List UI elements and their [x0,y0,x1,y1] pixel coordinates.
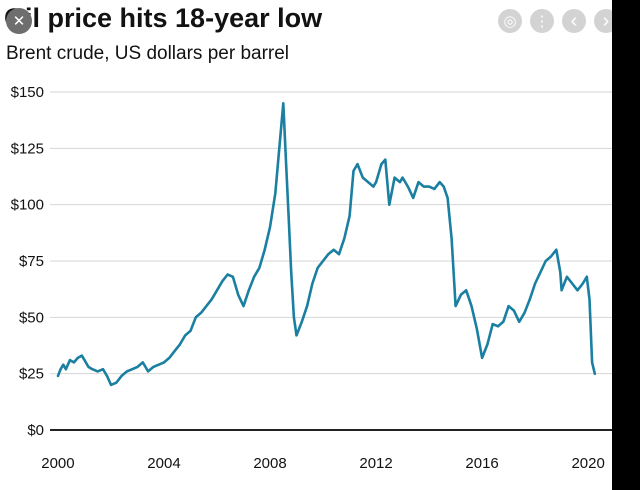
x-tick-label: 2012 [359,455,392,472]
y-tick-label: $150 [11,84,44,101]
chevron-right-icon: › [602,10,610,32]
chevron-left-icon: ‹ [570,10,578,32]
lens-button[interactable]: ◎ [498,9,522,33]
chart-subtitle: Brent crude, US dollars per barrel [6,43,290,64]
chart-title: Oil price hits 18-year low [4,3,323,33]
y-tick-label: $25 [19,366,44,383]
x-tick-label: 2000 [41,455,74,472]
more-vertical-icon: ⋮ [534,12,550,30]
previous-button[interactable]: ‹ [562,9,586,33]
y-tick-label: $50 [19,309,44,326]
y-tick-label: $100 [11,197,44,214]
y-tick-labels: $0 $25 $50 $75 $100 $125 $150 [11,84,44,439]
x-tick-label: 2016 [465,455,498,472]
chart-panel: Oil price hits 18-year low Brent crude, … [0,0,612,490]
x-tick-label: 2008 [253,455,286,472]
y-tick-label: $0 [27,422,44,439]
y-tick-label: $75 [19,253,44,270]
grid-lines [50,91,612,431]
next-button[interactable]: › [594,9,612,33]
series-line-brent [56,102,597,387]
lens-icon: ◎ [503,12,517,30]
close-icon: ✕ [12,13,26,30]
y-tick-label: $125 [11,140,44,157]
more-options-button[interactable]: ⋮ [530,9,554,33]
x-tick-label: 2020 [571,455,604,472]
x-tick-label: 2004 [147,455,180,472]
line-chart: $0 $25 $50 $75 $100 $125 $150 2000 2004 2008 2012… [11,84,612,472]
close-button[interactable]: ✕ [6,8,32,34]
x-tick-labels: 2000 2004 2008 2012 2016 2020 [41,455,605,472]
